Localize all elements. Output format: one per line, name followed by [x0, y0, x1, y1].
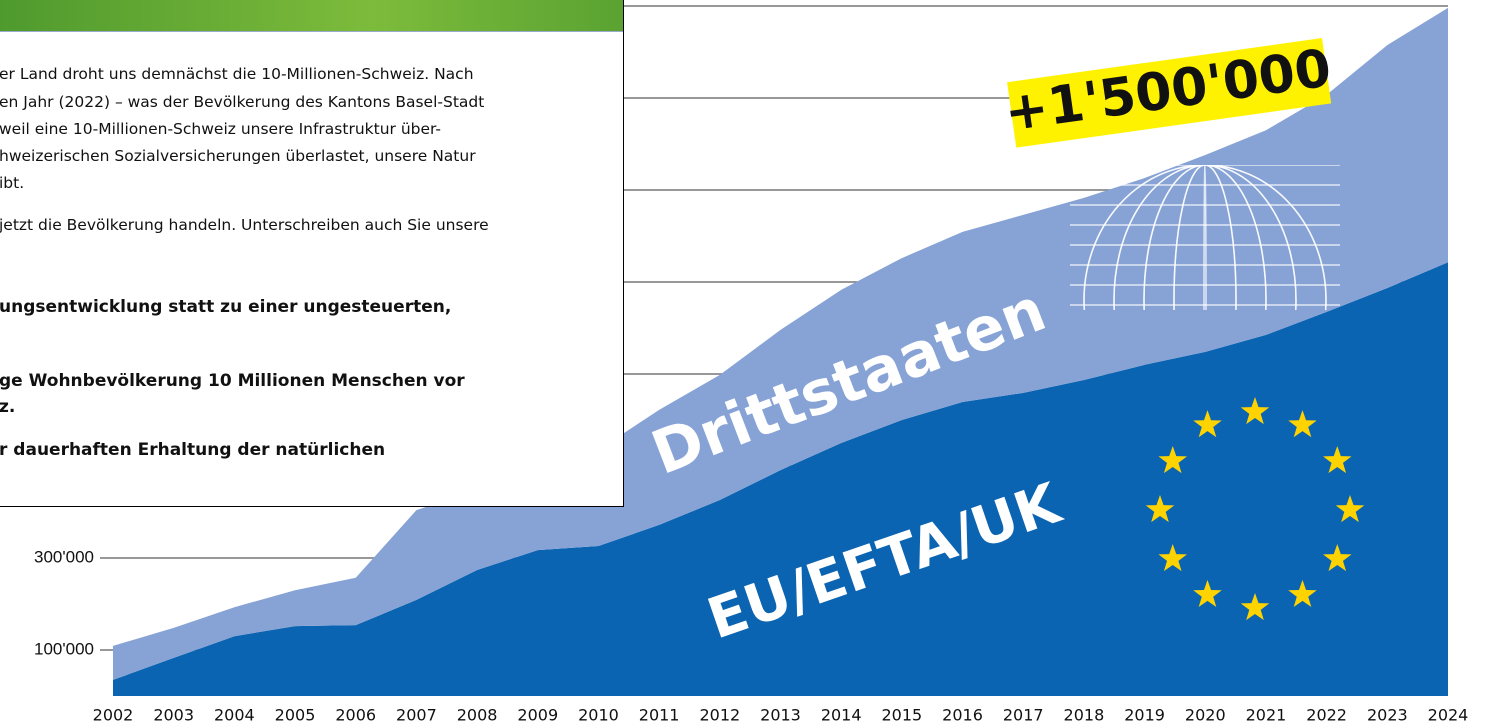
globe-line	[1203, 165, 1207, 310]
x-tick-label: 2005	[275, 706, 316, 725]
annotation-box	[1007, 38, 1332, 148]
x-tick-label: 2024	[1428, 706, 1469, 725]
eu-star	[1193, 410, 1222, 438]
decoration	[1070, 165, 1365, 621]
popup-text: z.	[0, 397, 16, 417]
globe-line	[1143, 165, 1267, 310]
x-tick-label: 2014	[821, 706, 862, 725]
x-tick-label: 2012	[699, 706, 740, 725]
eu-star	[1158, 446, 1187, 474]
x-tick-label: 2006	[335, 706, 376, 725]
eu-star	[1323, 544, 1352, 572]
eu-star	[1240, 593, 1270, 621]
area	[113, 262, 1448, 696]
x-tick-label: 2015	[882, 706, 923, 725]
popup-text: weil eine 10-Millionen-Schweiz unsere In…	[0, 120, 441, 138]
eu-star	[1158, 544, 1187, 572]
x-tick-label: 2004	[214, 706, 255, 725]
eu-star	[1335, 495, 1365, 523]
popup-image	[0, 0, 623, 32]
x-tick-label: 2009	[517, 706, 558, 725]
popup-text: ibt.	[0, 174, 25, 192]
x-tick-label: 2018	[1064, 706, 1105, 725]
x-tick-label: 2021	[1246, 706, 1287, 725]
popup-text: ge Wohnbevölkerung 10 Millionen Menschen…	[0, 371, 465, 391]
eu-star	[1145, 495, 1175, 523]
x-tick-label: 2011	[639, 706, 680, 725]
x-tick-label: 2022	[1306, 706, 1347, 725]
x-tick-label: 2002	[93, 706, 134, 725]
x-tick-label: 2013	[760, 706, 801, 725]
popup-text: en Jahr (2022) – was der Bevölkerung des…	[0, 93, 485, 111]
popup-text: jetzt die Bevölkerung handeln. Unterschr…	[0, 216, 489, 234]
eu-star	[1240, 397, 1270, 425]
globe-line	[1173, 165, 1237, 310]
globe-line	[1083, 165, 1327, 310]
y-tick-label: 100'000	[34, 639, 94, 658]
x-tick-label: 2003	[153, 706, 194, 725]
popup-text: r dauerhaften Erhaltung der natürlichen	[0, 440, 386, 460]
x-tick-label: 2007	[396, 706, 437, 725]
eu-star	[1323, 446, 1352, 474]
area	[113, 7, 1448, 680]
x-tick-label: 2020	[1185, 706, 1226, 725]
globe-line	[1113, 165, 1297, 310]
eu-star	[1288, 410, 1317, 438]
popup-text: ungsentwicklung statt zu einer ungesteue…	[0, 297, 452, 317]
x-tick-label: 2016	[942, 706, 983, 725]
eu-star	[1193, 579, 1222, 608]
x-tick-label: 2023	[1367, 706, 1408, 725]
popup-text: hweizerischen Sozialversicherungen überl…	[0, 147, 476, 165]
x-tick-label: 2010	[578, 706, 619, 725]
popup[interactable]: er Land droht uns demnächst die 10-Milli…	[0, 0, 624, 507]
x-tick-label: 2017	[1003, 706, 1044, 725]
areas	[113, 7, 1448, 696]
x-tick-label: 2008	[457, 706, 498, 725]
popup-text: er Land droht uns demnächst die 10-Milli…	[0, 65, 474, 83]
x-tick-label: 2019	[1124, 706, 1165, 725]
eu-star	[1288, 579, 1317, 608]
y-tick-label: 300'000	[34, 547, 94, 566]
